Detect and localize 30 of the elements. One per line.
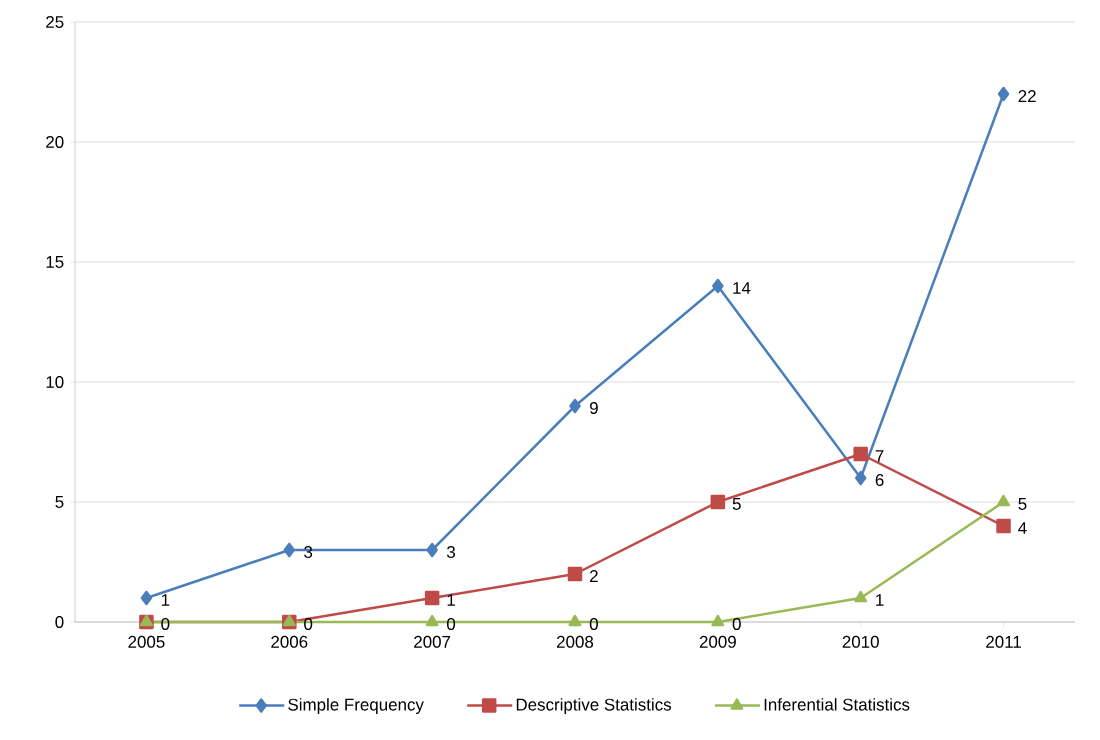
data-label: 5 [1018, 498, 1027, 510]
data-label: 7 [875, 450, 884, 462]
x-tick-label: 2010 [842, 635, 879, 648]
y-tick-label: 5 [55, 496, 64, 508]
data-label: 4 [1018, 522, 1027, 534]
legend-label: Descriptive Statistics [516, 698, 672, 714]
y-tick-label: 25 [46, 15, 64, 28]
x-tick-label: 2008 [557, 635, 594, 648]
data-label: 6 [875, 474, 884, 486]
legend-label: Simple Frequency [288, 698, 424, 714]
legend-label: Inferential Statistics [764, 698, 910, 711]
data-label: 9 [589, 402, 598, 414]
y-tick-label: 10 [46, 376, 64, 388]
x-tick-label: 2005 [128, 635, 165, 648]
data-label: 1 [161, 594, 170, 606]
x-tick-label: 2011 [986, 635, 1021, 648]
data-label: 2 [590, 570, 598, 582]
x-tick-label: 2006 [271, 635, 308, 648]
data-label: 1 [447, 594, 455, 606]
data-label: 3 [446, 546, 455, 558]
data-label: 0 [732, 618, 741, 630]
data-label: 5 [732, 498, 741, 510]
y-tick-label: 15 [46, 256, 64, 268]
y-tick-label: 20 [46, 136, 64, 148]
x-tick-label: 2009 [699, 635, 736, 648]
data-label: 1 [876, 594, 884, 606]
y-tick-label: 0 [55, 616, 64, 628]
data-label: 22 [1018, 90, 1036, 102]
data-label: 14 [733, 282, 751, 294]
x-tick-label: 2007 [414, 635, 451, 648]
